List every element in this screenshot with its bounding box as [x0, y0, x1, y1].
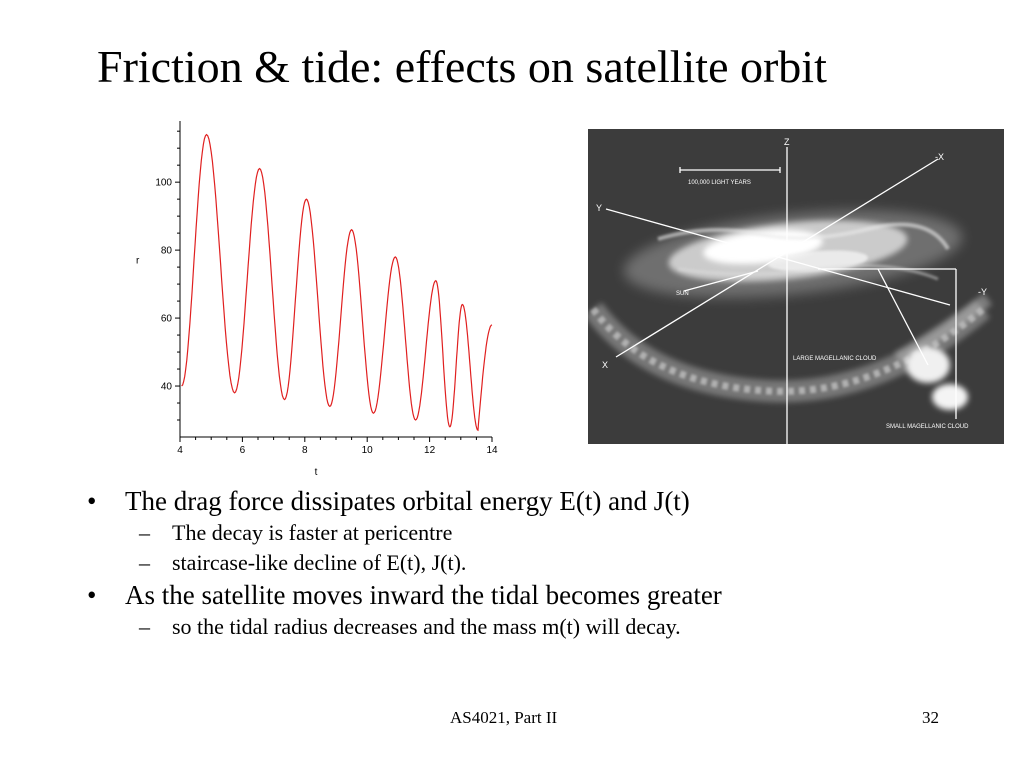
y-tick-label: 100	[155, 178, 172, 189]
x-tick-label: 6	[240, 445, 246, 456]
label-lmc: LARGE MAGELLANIC CLOUD	[793, 356, 877, 362]
milky-way-magellanic-image: Z -X Y -Y X SUN 100,000 LIGHT YEARS LARG…	[588, 129, 1004, 444]
y-tick-label: 80	[161, 246, 173, 257]
lmc-pointer	[877, 268, 929, 366]
x-tick-label: 12	[424, 445, 436, 456]
sub-bullet-item-decay-pericentre: – The decay is faster at pericentre	[87, 518, 987, 548]
label-x: X	[602, 360, 608, 370]
sub-bullet-text: staircase-like decline of E(t), J(t).	[172, 550, 467, 575]
x-axis-label: t	[315, 467, 318, 478]
label-y: Y	[596, 203, 602, 213]
label-z: Z	[784, 137, 790, 147]
label-smc: SMALL MAGELLANIC CLOUD	[886, 424, 969, 430]
coordinate-axes	[605, 147, 957, 444]
sub-bullet-text: so the tidal radius decreases and the ma…	[172, 614, 681, 639]
label-neg-y: -Y	[978, 287, 987, 297]
bullet-marker: •	[87, 486, 97, 516]
bullet-list: • The drag force dissipates orbital ener…	[87, 484, 987, 642]
x-tick-label: 14	[486, 445, 498, 456]
galaxy-satellite-diagram: Z -X Y -Y X SUN 100,000 LIGHT YEARS LARG…	[588, 129, 1004, 444]
sub-bullet-item-tidal-radius: – so the tidal radius decreases and the …	[87, 612, 987, 642]
bullet-item-tidal: • As the satellite moves inward the tida…	[87, 578, 987, 612]
bullet-text: The drag force dissipates orbital energy…	[125, 486, 690, 516]
sub-bullet-marker: –	[139, 550, 150, 575]
sub-bullet-item-staircase: – staircase-like decline of E(t), J(t).	[87, 548, 987, 578]
x-axis-line	[615, 158, 939, 358]
orbit-radius-chart: 4 6 8 10 12 14 40 60 80 100 t r	[136, 121, 498, 478]
x-tick-label: 10	[362, 445, 374, 456]
r-vs-t-series-line	[181, 133, 493, 432]
y-tick-label: 60	[161, 314, 173, 325]
sun-pointer	[683, 270, 759, 292]
label-scale: 100,000 LIGHT YEARS	[688, 180, 751, 186]
label-sun: SUN	[676, 291, 689, 297]
bullet-text: As the satellite moves inward the tidal …	[125, 580, 722, 610]
y-tick-label: 40	[161, 382, 173, 393]
sub-bullet-marker: –	[139, 614, 150, 639]
smc-glow	[932, 384, 968, 410]
y-axis-label: r	[136, 256, 140, 267]
footer-course: AS4021, Part II	[450, 708, 558, 727]
bullet-marker: •	[87, 580, 97, 610]
slide-title: Friction & tide: effects on satellite or…	[97, 41, 827, 92]
orbit-radius-plot: 4 6 8 10 12 14 40 60 80 100 t r	[130, 115, 500, 485]
x-tick-label: 8	[302, 445, 308, 456]
sub-bullet-marker: –	[139, 520, 150, 545]
label-neg-x: -X	[935, 152, 944, 162]
bullet-item-drag-force: • The drag force dissipates orbital ener…	[87, 484, 987, 518]
sub-bullet-text: The decay is faster at pericentre	[172, 520, 453, 545]
x-tick-label: 4	[177, 445, 183, 456]
slide-number: 32	[922, 708, 939, 727]
